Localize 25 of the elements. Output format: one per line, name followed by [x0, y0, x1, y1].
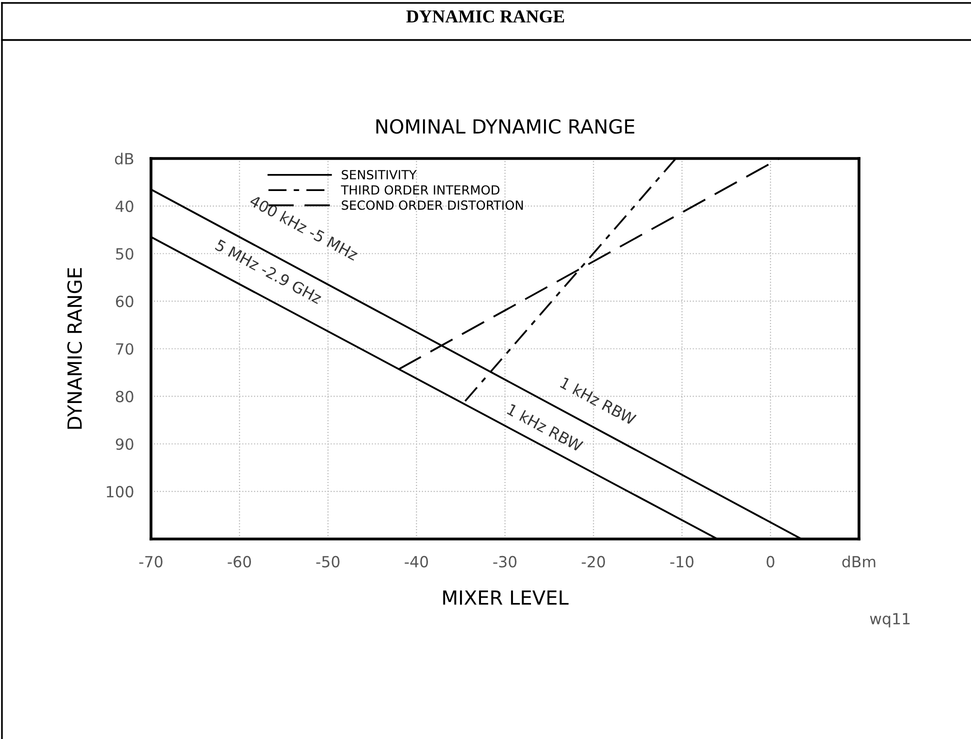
x-tick-label: -10 [670, 556, 694, 568]
y-tick-label: 40 [116, 200, 134, 212]
y-tick-label: 80 [116, 390, 134, 402]
chart-title: DYNAMIC RANGE [406, 10, 564, 23]
x-tick-label: -70 [139, 556, 162, 568]
legend-label: SECOND ORDER DISTORTION [342, 200, 523, 210]
text: wq11 [870, 613, 910, 628]
y-tick-label: 90 [116, 438, 134, 450]
x-tick-label: 0 [766, 556, 774, 568]
x-axis-title: MIXER LEVEL [443, 590, 569, 605]
chart-subtitle: NOMINAL DYNAMIC RANGE [376, 119, 634, 134]
legend-label: THIRD ORDER INTERMOD [340, 185, 500, 195]
legend-label: SENSITIVITY [342, 170, 417, 180]
y-tick-label: 50 [116, 248, 134, 260]
y-tick-label: dB [114, 152, 134, 165]
y-axis-title: DYNAMIC RANGE [67, 268, 82, 429]
x-tick-label: -50 [316, 556, 340, 568]
y-tick-label: 100 [106, 486, 134, 498]
x-tick-label: -60 [228, 556, 251, 568]
x-tick-label: -40 [404, 556, 428, 568]
x-tick-label: -30 [493, 556, 516, 568]
y-tick-label: 60 [116, 296, 134, 308]
x-tick-label: -20 [582, 556, 605, 568]
x-tick-label: dBm [842, 556, 876, 568]
y-tick-label: 70 [116, 343, 134, 355]
